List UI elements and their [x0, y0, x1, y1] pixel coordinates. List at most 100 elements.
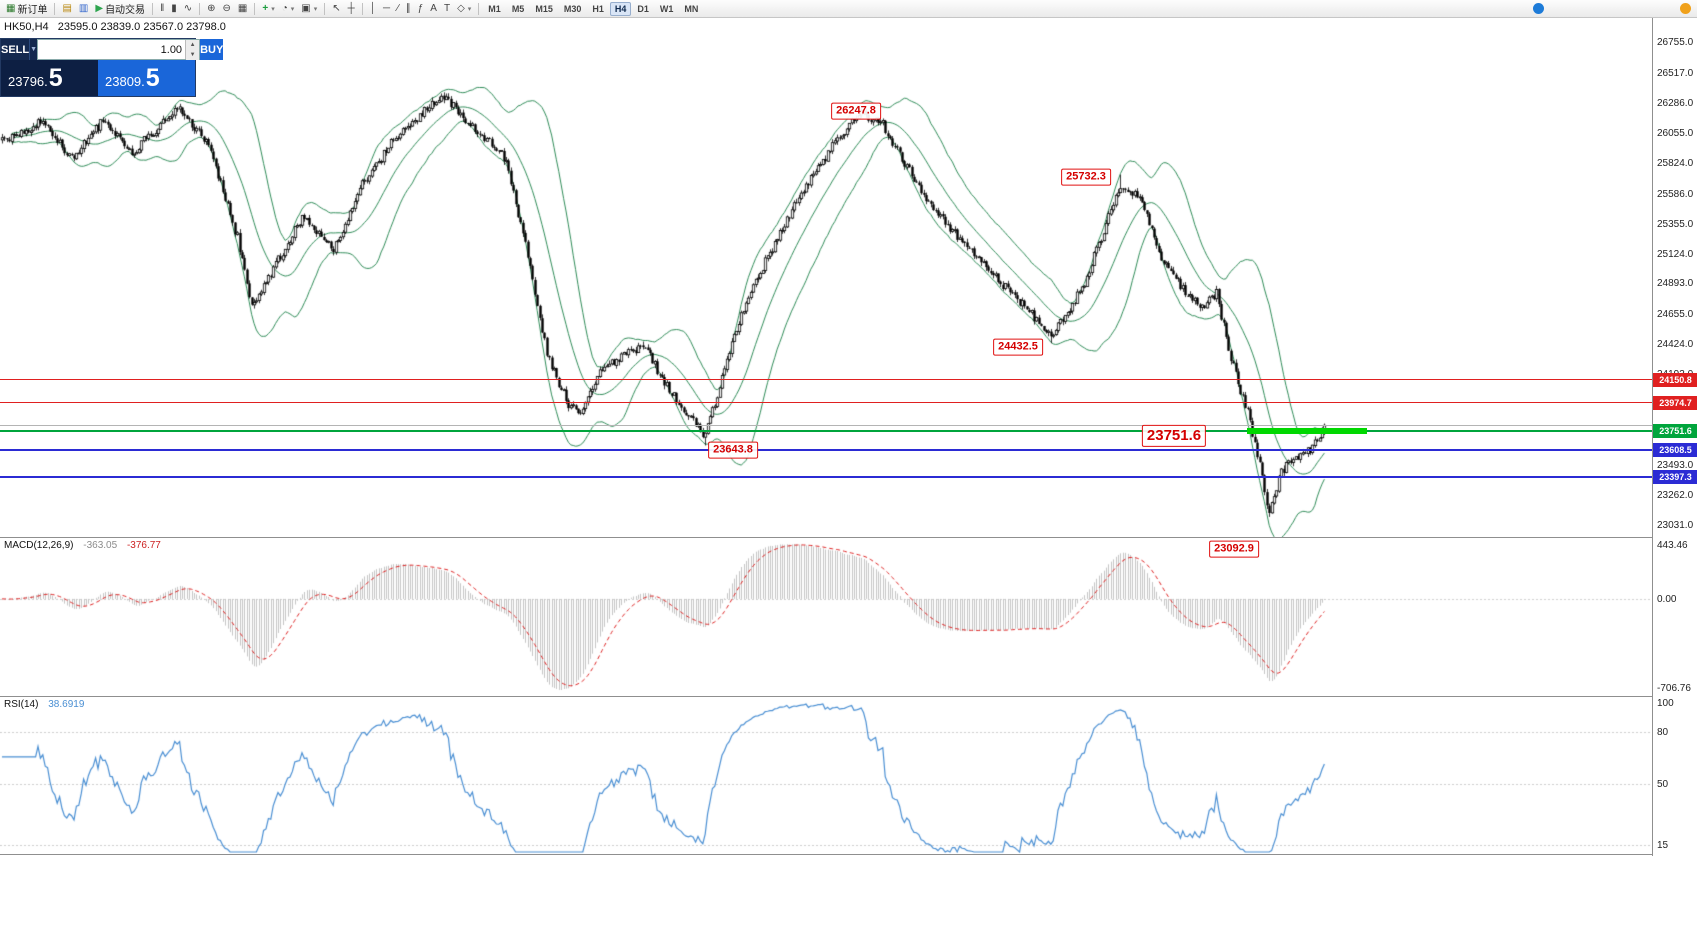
price-axis-label: 24424.0 [1657, 339, 1694, 351]
tile-windows-icon: ▦ [237, 2, 248, 14]
price-annotation[interactable]: 24432.5 [993, 338, 1043, 356]
volume-decrease-button[interactable]: ▼ [186, 50, 200, 60]
alerts-button[interactable] [1680, 3, 1691, 14]
volume-input[interactable] [38, 40, 186, 59]
autotrade-button[interactable]: ▶ 自动交易 [92, 1, 148, 17]
fibonacci-icon: ƒ [417, 2, 424, 14]
price-axis[interactable]: 26755.0 26517.0 26286.0 26055.0 25824.0 25586… [1652, 18, 1697, 856]
templates-button[interactable]: ▣ ▾ [298, 1, 320, 17]
timeframe-w1-button[interactable]: W1 [659, 3, 674, 14]
line-chart-button[interactable]: ∿ [181, 1, 195, 17]
ohlc-values: 23595.0 23839.0 23567.0 23798.0 [57, 21, 226, 33]
bar-chart-icon: ‖ [160, 2, 165, 14]
sell-price-small: 23796. [8, 74, 48, 89]
order-options-dropdown[interactable]: ▼ [29, 39, 38, 60]
macd-canvas[interactable] [0, 538, 1652, 696]
timeframe-h4-button[interactable]: H4 [609, 1, 632, 16]
rsi-axis-label: 80 [1657, 726, 1669, 738]
horizontal-line-icon: ─ [382, 2, 391, 14]
horizontal-line-24150.8[interactable] [0, 379, 1652, 381]
crosshair-button[interactable]: ┼ [345, 1, 358, 17]
chevron-down-icon: ▾ [467, 5, 472, 13]
price-axis-label: 23031.0 [1657, 519, 1694, 531]
bar-chart-button[interactable]: ‖ [157, 1, 167, 17]
price-axis-label: 23262.0 [1657, 489, 1694, 501]
support-zone-highlight[interactable] [1247, 428, 1367, 434]
timeframe-m30-button[interactable]: M30 [563, 3, 582, 14]
macd-rsi-splitter[interactable] [0, 696, 1697, 697]
price-chart-panel[interactable]: HK50,H4 23595.0 23839.0 23567.0 23798.0 … [0, 18, 1652, 537]
buy-price-small: 23809. [105, 74, 145, 89]
rsi-canvas[interactable] [0, 697, 1652, 854]
fibonacci-button[interactable]: ƒ [415, 1, 427, 17]
toolbar-separator [54, 2, 56, 15]
candlestick-chart-button[interactable]: ▮ [168, 1, 180, 17]
price-axis-label: 25586.0 [1657, 188, 1694, 200]
timeframe-h1-button[interactable]: H1 [592, 3, 604, 14]
price-annotation[interactable]: 26247.8 [831, 102, 881, 120]
timeframe-m15-button[interactable]: M15 [535, 3, 553, 14]
timeframe-d1-button[interactable]: D1 [637, 3, 649, 14]
timeframe-m1-button[interactable]: M1 [488, 3, 501, 14]
toolbar-separator [478, 2, 480, 15]
sell-button[interactable]: SELL [1, 39, 30, 60]
price-axis-label: 25355.0 [1657, 218, 1694, 230]
macd-indicator-panel[interactable]: MACD(12,26,9) -363.05 -376.77 [0, 538, 1652, 696]
price-annotation[interactable]: 23092.9 [1209, 540, 1259, 558]
chart-macd-splitter[interactable] [0, 537, 1697, 538]
tile-windows-button[interactable]: ▦ [235, 1, 250, 17]
cursor-button[interactable]: ↖ [329, 1, 343, 17]
rsi-axis-label: 50 [1657, 779, 1669, 791]
horizontal-line-23751.6[interactable] [0, 430, 1652, 433]
zoom-out-button[interactable]: ⊖ [220, 1, 234, 17]
profiles-button[interactable]: ▤ [59, 1, 74, 17]
profiles-icon: ▤ [62, 2, 72, 14]
candlestick-chart-icon: ▮ [171, 2, 177, 14]
text-icon: A [430, 2, 437, 14]
community-button[interactable] [1533, 3, 1544, 14]
time-axis[interactable] [0, 856, 1697, 878]
market-watch-icon: ▥ [78, 2, 89, 14]
channel-icon: ∥ [405, 2, 411, 14]
price-axis-label: 26755.0 [1657, 36, 1694, 48]
candlestick-chart-canvas[interactable] [0, 18, 1652, 537]
periods-button[interactable]: ◔ ▾ [279, 1, 298, 17]
horizontal-line-23608.5[interactable] [0, 449, 1652, 452]
rsi-axis-label: 15 [1657, 840, 1669, 852]
rsi-indicator-panel[interactable]: RSI(14) 38.6919 [0, 697, 1652, 854]
trendline-button[interactable]: ∕ [394, 1, 402, 17]
label-button[interactable]: T [441, 1, 453, 17]
new-order-button[interactable]: ▦ 新订单 [3, 1, 50, 17]
chevron-down-icon: ▾ [313, 5, 318, 13]
buy-button[interactable]: BUY [200, 39, 224, 60]
price-annotation[interactable]: 23751.6 [1141, 424, 1207, 448]
toolbar-separator [361, 2, 363, 15]
indicators-icon: + [262, 2, 269, 14]
price-badge: 23397.3 [1653, 470, 1697, 485]
shapes-button[interactable]: ◇ ▾ [454, 1, 474, 17]
channel-button[interactable]: ∥ [403, 1, 414, 17]
timeframe-m5-button[interactable]: M5 [511, 3, 525, 14]
horizontal-line-23974.7[interactable] [0, 402, 1652, 404]
sell-price[interactable]: 23796. 5 [1, 60, 98, 96]
toolbar-separator [199, 2, 201, 15]
buy-price[interactable]: 23809. 5 [98, 60, 195, 96]
timeframe-mn-button[interactable]: MN [684, 3, 699, 14]
vertical-line-button[interactable]: │ [367, 1, 379, 17]
indicators-button[interactable]: + ▾ [259, 1, 277, 17]
price-annotation[interactable]: 25732.3 [1061, 168, 1111, 186]
horizontal-line-button[interactable]: ─ [380, 1, 393, 17]
zoom-in-button[interactable]: ⊕ [204, 1, 218, 17]
text-button[interactable]: A [427, 1, 440, 17]
chevron-down-icon: ▼ [30, 46, 38, 53]
horizontal-line-23798[interactable] [0, 424, 1652, 426]
macd-axis-label: 443.46 [1657, 540, 1688, 551]
one-click-trading-widget: SELL ▼ ▲ ▼ BUY 23796. 5 [0, 38, 224, 97]
market-watch-button[interactable]: ▥ [76, 1, 91, 17]
price-axis-label: 26055.0 [1657, 127, 1694, 139]
volume-increase-button[interactable]: ▲ [186, 40, 200, 50]
rsi-value: 38.6919 [48, 699, 85, 710]
horizontal-line-23397.3[interactable] [0, 476, 1652, 479]
price-annotation[interactable]: 23643.8 [708, 441, 758, 459]
